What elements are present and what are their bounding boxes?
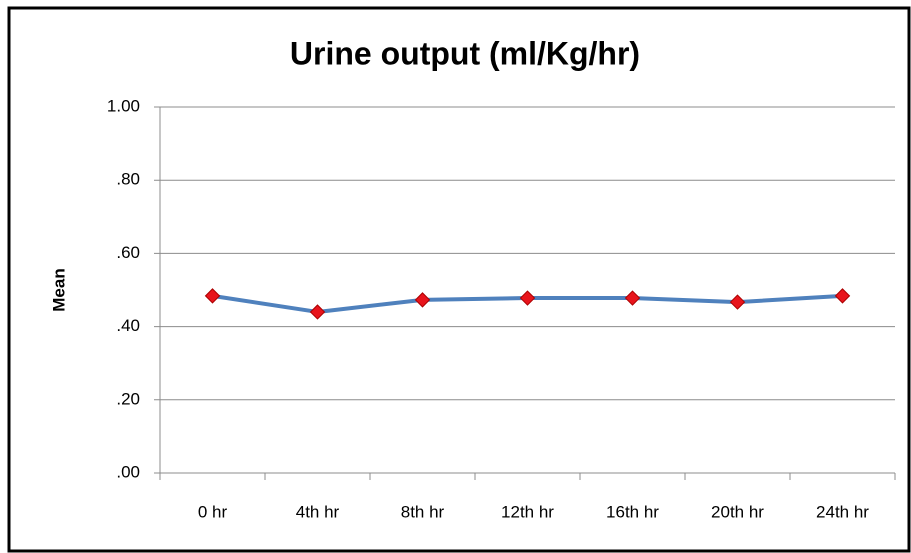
x-tick-label: 20th hr xyxy=(711,502,764,521)
x-tick-label: 0 hr xyxy=(198,502,228,521)
y-tick-label: 1.00 xyxy=(107,96,140,115)
y-tick-label: .60 xyxy=(116,243,140,262)
marker xyxy=(729,294,746,310)
x-tick-label: 12th hr xyxy=(501,502,554,521)
chart-frame xyxy=(7,6,911,553)
y-tick-label: .40 xyxy=(116,316,140,335)
marker xyxy=(204,288,221,304)
marker xyxy=(624,290,641,306)
y-axis-label: Mean xyxy=(49,268,68,311)
x-tick-label: 8th hr xyxy=(401,502,445,521)
marker xyxy=(414,292,431,308)
marker xyxy=(309,304,326,320)
chart-title: Urine output (ml/Kg/hr) xyxy=(290,35,640,71)
x-tick-label: 4th hr xyxy=(296,502,340,521)
x-tick-label: 24th hr xyxy=(816,502,869,521)
marker xyxy=(834,288,851,304)
y-tick-label: .80 xyxy=(116,170,140,189)
y-tick-label: .00 xyxy=(116,462,140,481)
x-tick-label: 16th hr xyxy=(606,502,659,521)
y-tick-label: .20 xyxy=(116,389,140,408)
marker xyxy=(519,290,536,306)
